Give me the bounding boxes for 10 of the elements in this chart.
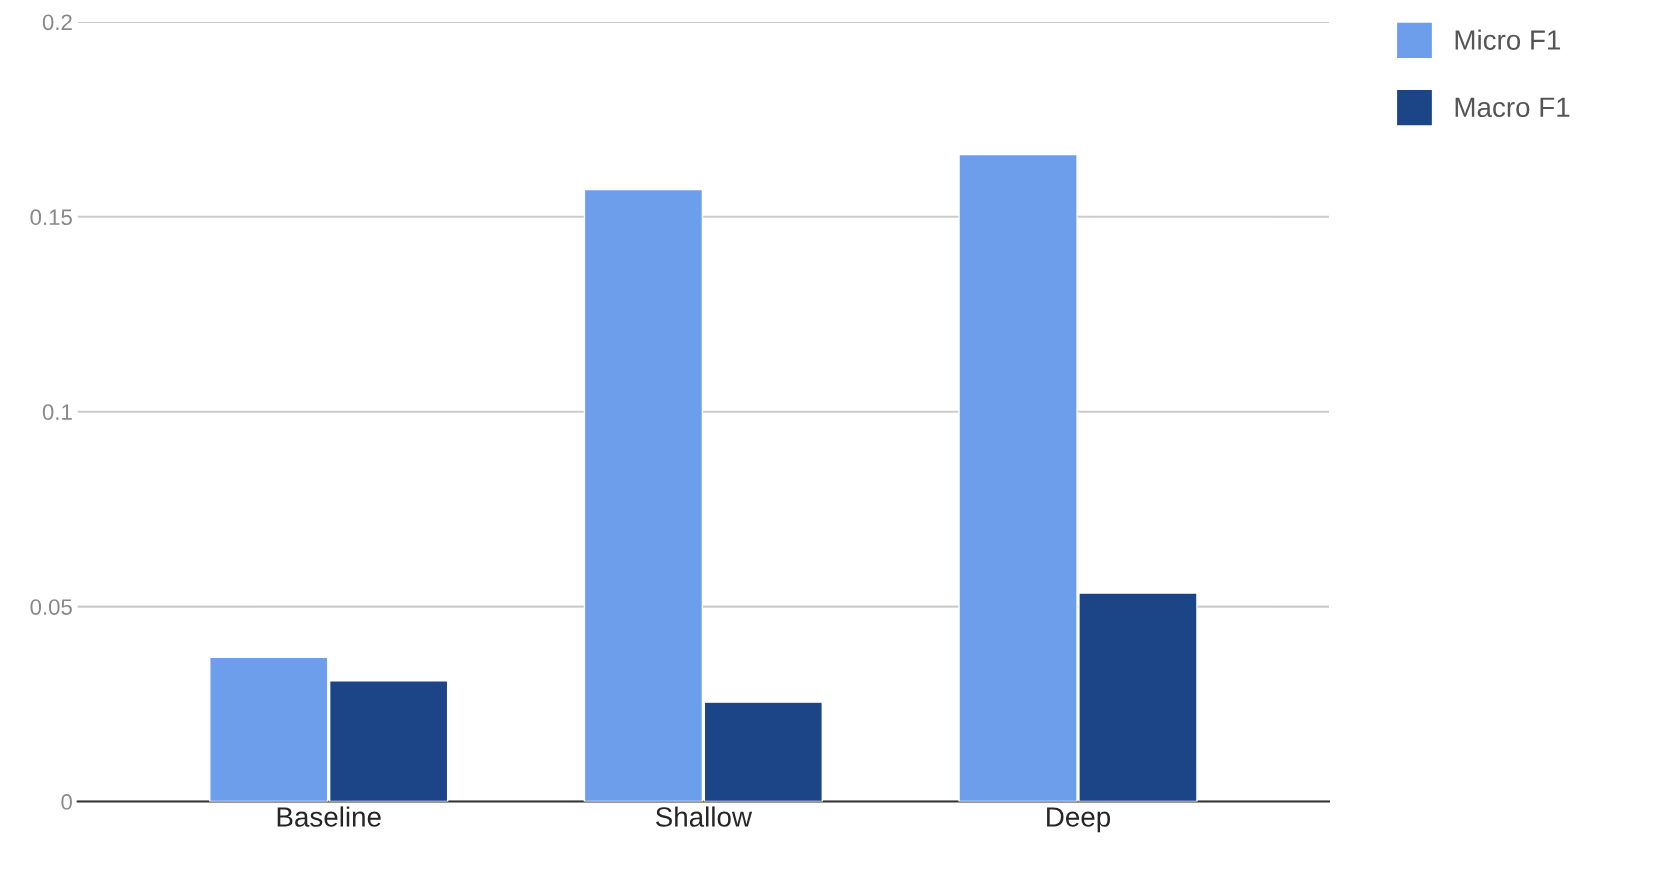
- y-tick-label: 0.2: [42, 14, 72, 31]
- x-tick-label: Shallow: [655, 806, 753, 827]
- x-tick-label: Deep: [1047, 807, 1111, 833]
- y-tick-label: 0.1: [42, 404, 72, 420]
- y-tick-label: 0.15: [30, 209, 72, 226]
- x-tick-label: Baseline: [277, 806, 381, 827]
- y-tick-label: 0.05: [30, 599, 72, 615]
- legend-label: Macro F1: [1455, 97, 1570, 118]
- legend-label: Micro F1: [1455, 29, 1561, 50]
- y-tick-label: 0: [61, 794, 72, 810]
